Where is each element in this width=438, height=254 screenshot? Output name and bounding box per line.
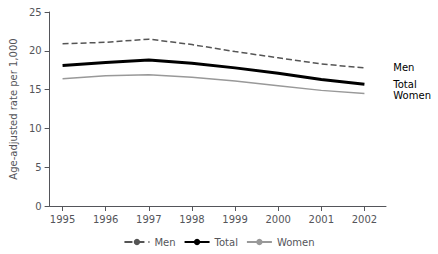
svg-text:2000: 2000 (265, 214, 290, 225)
svg-text:Total: Total (214, 237, 238, 248)
svg-text:2001: 2001 (309, 214, 334, 225)
svg-text:25: 25 (29, 7, 42, 18)
svg-text:1995: 1995 (50, 214, 75, 225)
svg-text:1998: 1998 (179, 214, 204, 225)
svg-text:20: 20 (29, 45, 42, 56)
svg-text:0: 0 (35, 201, 41, 212)
svg-text:Age-adjusted rate per 1,000: Age-adjusted rate per 1,000 (8, 38, 19, 179)
svg-text:Men: Men (154, 237, 175, 248)
svg-text:Total: Total (392, 79, 416, 90)
svg-text:1999: 1999 (222, 214, 247, 225)
svg-text:1996: 1996 (93, 214, 118, 225)
svg-text:2002: 2002 (352, 214, 377, 225)
svg-text:Men: Men (393, 62, 414, 73)
svg-text:Women: Women (393, 90, 431, 101)
svg-text:10: 10 (29, 123, 42, 134)
svg-text:5: 5 (35, 162, 41, 173)
svg-text:1997: 1997 (136, 214, 161, 225)
svg-text:15: 15 (29, 84, 42, 95)
svg-text:Women: Women (277, 237, 315, 248)
